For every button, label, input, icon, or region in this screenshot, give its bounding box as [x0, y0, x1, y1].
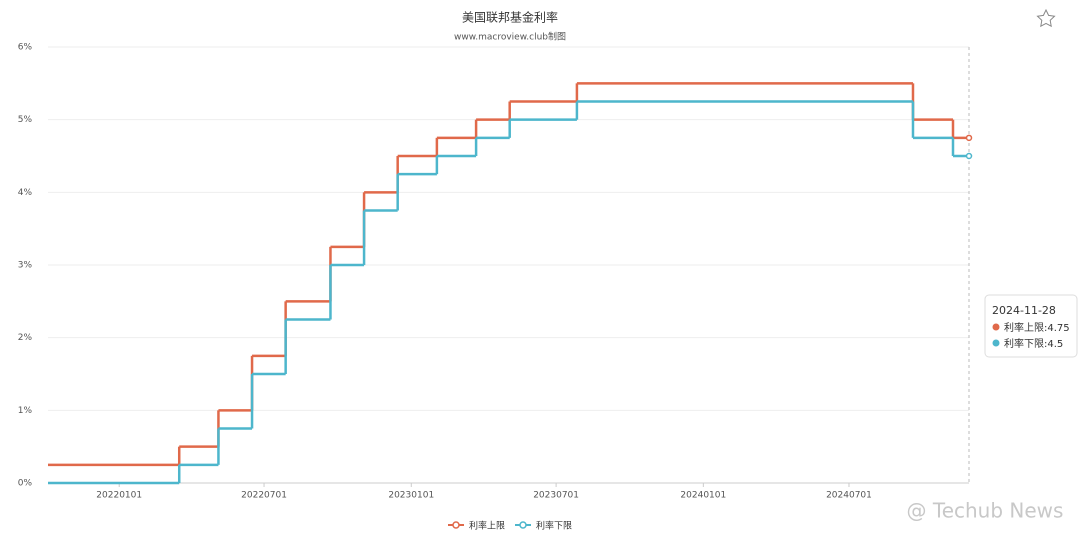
- tooltip-dot: [992, 323, 1000, 331]
- x-tick-label: 20230101: [388, 491, 434, 501]
- y-tick-label: 5%: [18, 115, 33, 125]
- y-tick-label: 4%: [18, 188, 33, 198]
- series: [48, 100, 973, 485]
- legend-marker: [519, 521, 527, 529]
- y-tick-label: 3%: [18, 261, 33, 271]
- chart-subtitle: www.macroview.club制图: [454, 31, 566, 43]
- tooltip-box: [984, 294, 1078, 358]
- tooltip-line: 利率下限:4.5: [1004, 337, 1063, 350]
- y-tick-label: 2%: [18, 333, 33, 343]
- watermark: @ Techub News: [907, 499, 1064, 523]
- x-tick-label: 20230701: [533, 491, 579, 501]
- star-icon[interactable]: [1036, 8, 1056, 28]
- y-tick-label: 6%: [18, 43, 33, 53]
- tooltip: 2024-11-28 利率上限:4.75 利率下限:4.5: [984, 294, 1078, 358]
- x-tick-label: 20220101: [96, 491, 142, 501]
- legend-marker: [452, 521, 460, 529]
- legend-label: 利率上限: [469, 520, 505, 532]
- x-tick-label: 20240101: [680, 491, 726, 501]
- y-tick-label: 0%: [18, 479, 33, 489]
- tooltip-title: 2024-11-28: [992, 304, 1056, 317]
- tooltip-line: 利率上限:4.75: [1004, 321, 1070, 334]
- end-point: [965, 152, 973, 160]
- y-tick-label: 1%: [18, 406, 33, 416]
- chart-title: 美国联邦基金利率: [462, 10, 558, 25]
- legend-label: 利率下限: [536, 520, 572, 532]
- series: [48, 82, 973, 467]
- end-point: [965, 134, 973, 142]
- x-tick-label: 20240701: [826, 491, 872, 501]
- x-tick-label: 20220701: [241, 491, 287, 501]
- tooltip-dot: [992, 339, 1000, 347]
